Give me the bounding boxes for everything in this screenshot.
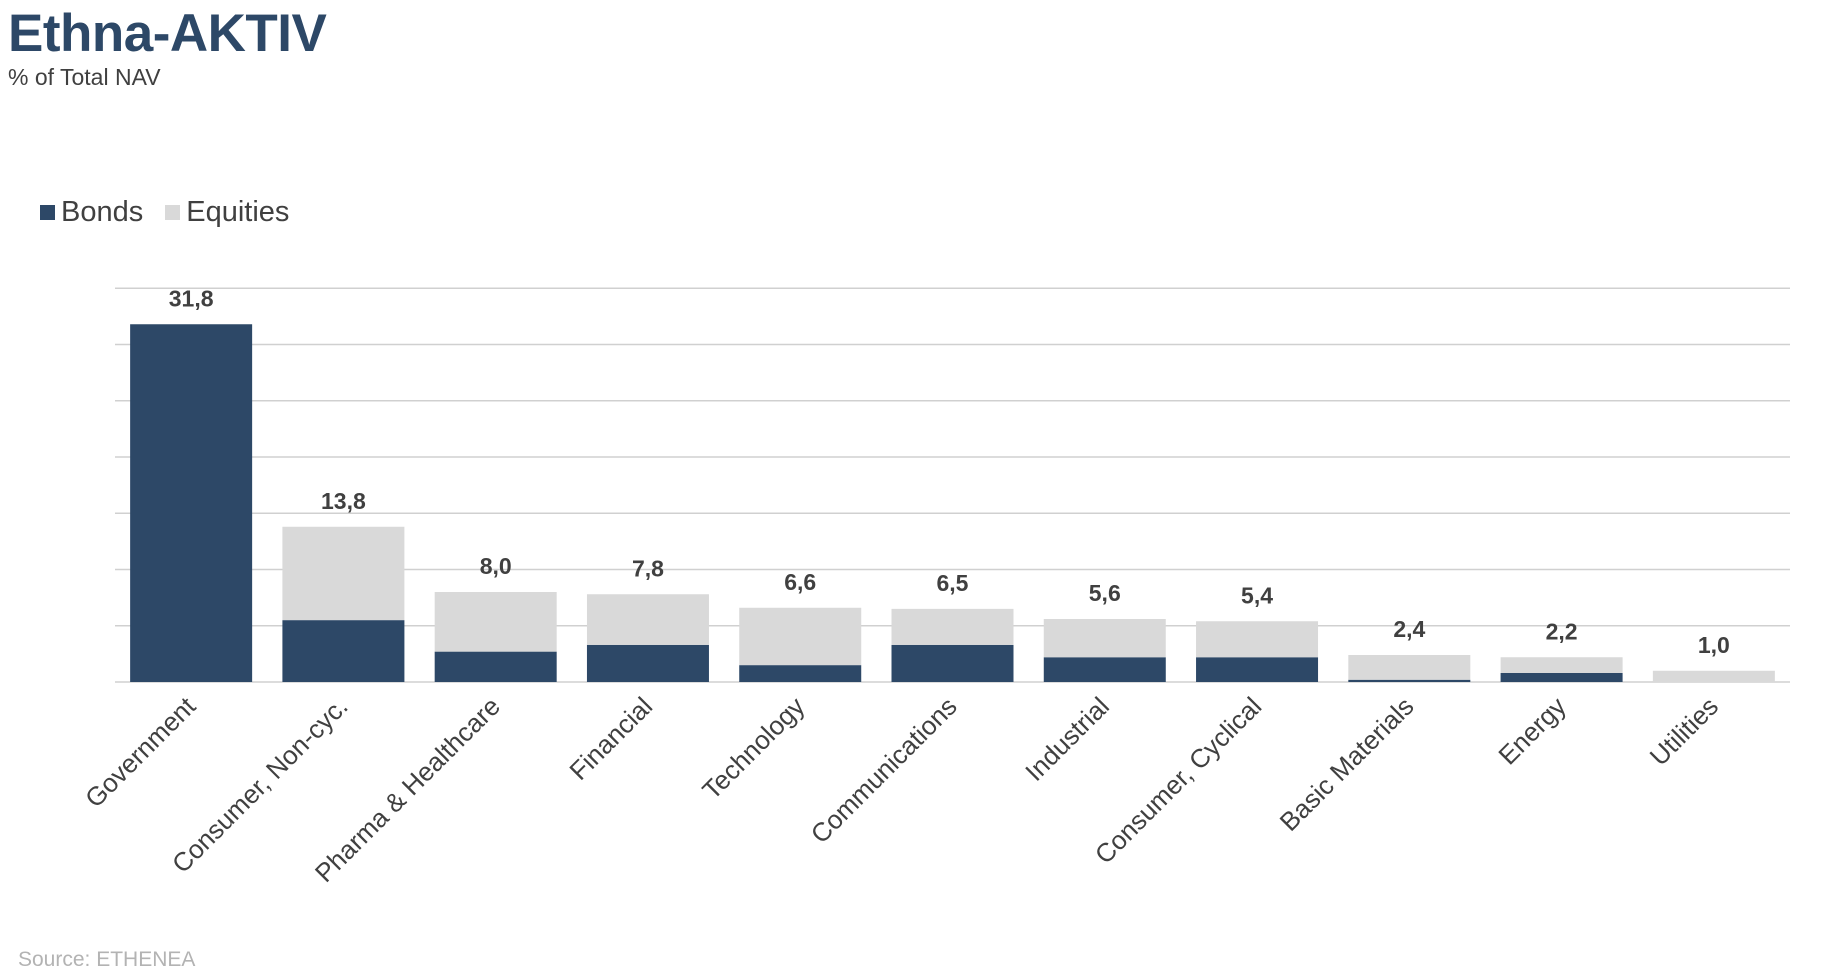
- data-label-industrial: 5,6: [1089, 580, 1121, 606]
- data-label-financial: 7,8: [632, 555, 664, 581]
- bar-bonds-consumer-non-cyc: [282, 620, 405, 682]
- bar-bonds-energy: [1500, 673, 1623, 682]
- bar-equities-communications: [891, 608, 1014, 645]
- data-label-government: 31,8: [169, 285, 214, 311]
- data-label-pharma-healthcare: 8,0: [480, 553, 512, 579]
- x-tick-label-government: Government: [79, 690, 202, 813]
- x-tick-label-technology: Technology: [696, 691, 810, 805]
- legend-label-equities: Equities: [186, 196, 290, 228]
- data-label-energy: 2,2: [1546, 618, 1578, 644]
- bar-bonds-pharma-healthcare: [434, 651, 557, 682]
- bar-bonds-financial: [586, 644, 709, 682]
- bar-equities-pharma-healthcare: [434, 592, 557, 652]
- x-tick-label-consumer-cyclical: Consumer, Cyclical: [1089, 691, 1268, 870]
- bar-bonds-technology: [739, 665, 862, 682]
- data-label-consumer-cyclical: 5,4: [1241, 582, 1273, 608]
- x-tick-label-industrial: Industrial: [1019, 691, 1115, 787]
- data-label-utilities: 1,0: [1698, 632, 1730, 658]
- chart-subtitle: % of Total NAV: [8, 64, 161, 90]
- chart-legend: Bonds Equities: [40, 196, 311, 229]
- bar-bonds-communications: [891, 644, 1014, 682]
- bars: [130, 324, 1775, 682]
- x-tick-label-financial: Financial: [563, 691, 658, 786]
- source-note: Source: ETHENEA: [18, 948, 196, 971]
- legend-swatch-equities: [165, 205, 181, 220]
- x-tick-label-communications: Communications: [805, 691, 963, 849]
- bar-equities-energy: [1500, 657, 1623, 673]
- bar-bonds-government: [130, 324, 253, 682]
- x-tick-label-utilities: Utilities: [1644, 691, 1724, 771]
- bar-equities-financial: [586, 594, 709, 645]
- bar-equities-consumer-cyclical: [1196, 621, 1319, 658]
- data-label-basic-materials: 2,4: [1393, 616, 1425, 642]
- bar-equities-utilities: [1652, 670, 1775, 682]
- data-label-consumer-non-cyc: 13,8: [321, 488, 366, 514]
- chart-title: Ethna-AKTIV: [8, 4, 327, 63]
- bar-bonds-basic-materials: [1348, 679, 1471, 682]
- legend-label-bonds: Bonds: [61, 196, 144, 228]
- bar-equities-consumer-non-cyc: [282, 526, 405, 621]
- legend-swatch-bonds: [40, 205, 55, 220]
- bar-bonds-consumer-cyclical: [1196, 657, 1319, 682]
- legend-item-equities: Equities: [165, 196, 289, 229]
- data-label-communications: 6,5: [937, 570, 969, 596]
- bar-equities-technology: [739, 607, 862, 666]
- data-labels: 31,8 13,8 8,0 7,8 6,6 6,5 5,6 5,4 2,4 2,2 1,0: [169, 285, 1730, 658]
- bar-equities-basic-materials: [1348, 655, 1471, 680]
- x-tick-label-basic-materials: Basic Materials: [1274, 691, 1420, 837]
- bar-equities-industrial: [1043, 619, 1166, 658]
- bar-bonds-industrial: [1043, 657, 1166, 682]
- x-tick-label-energy: Energy: [1492, 691, 1571, 770]
- legend-item-bonds: Bonds: [40, 196, 143, 229]
- data-label-technology: 6,6: [784, 569, 816, 595]
